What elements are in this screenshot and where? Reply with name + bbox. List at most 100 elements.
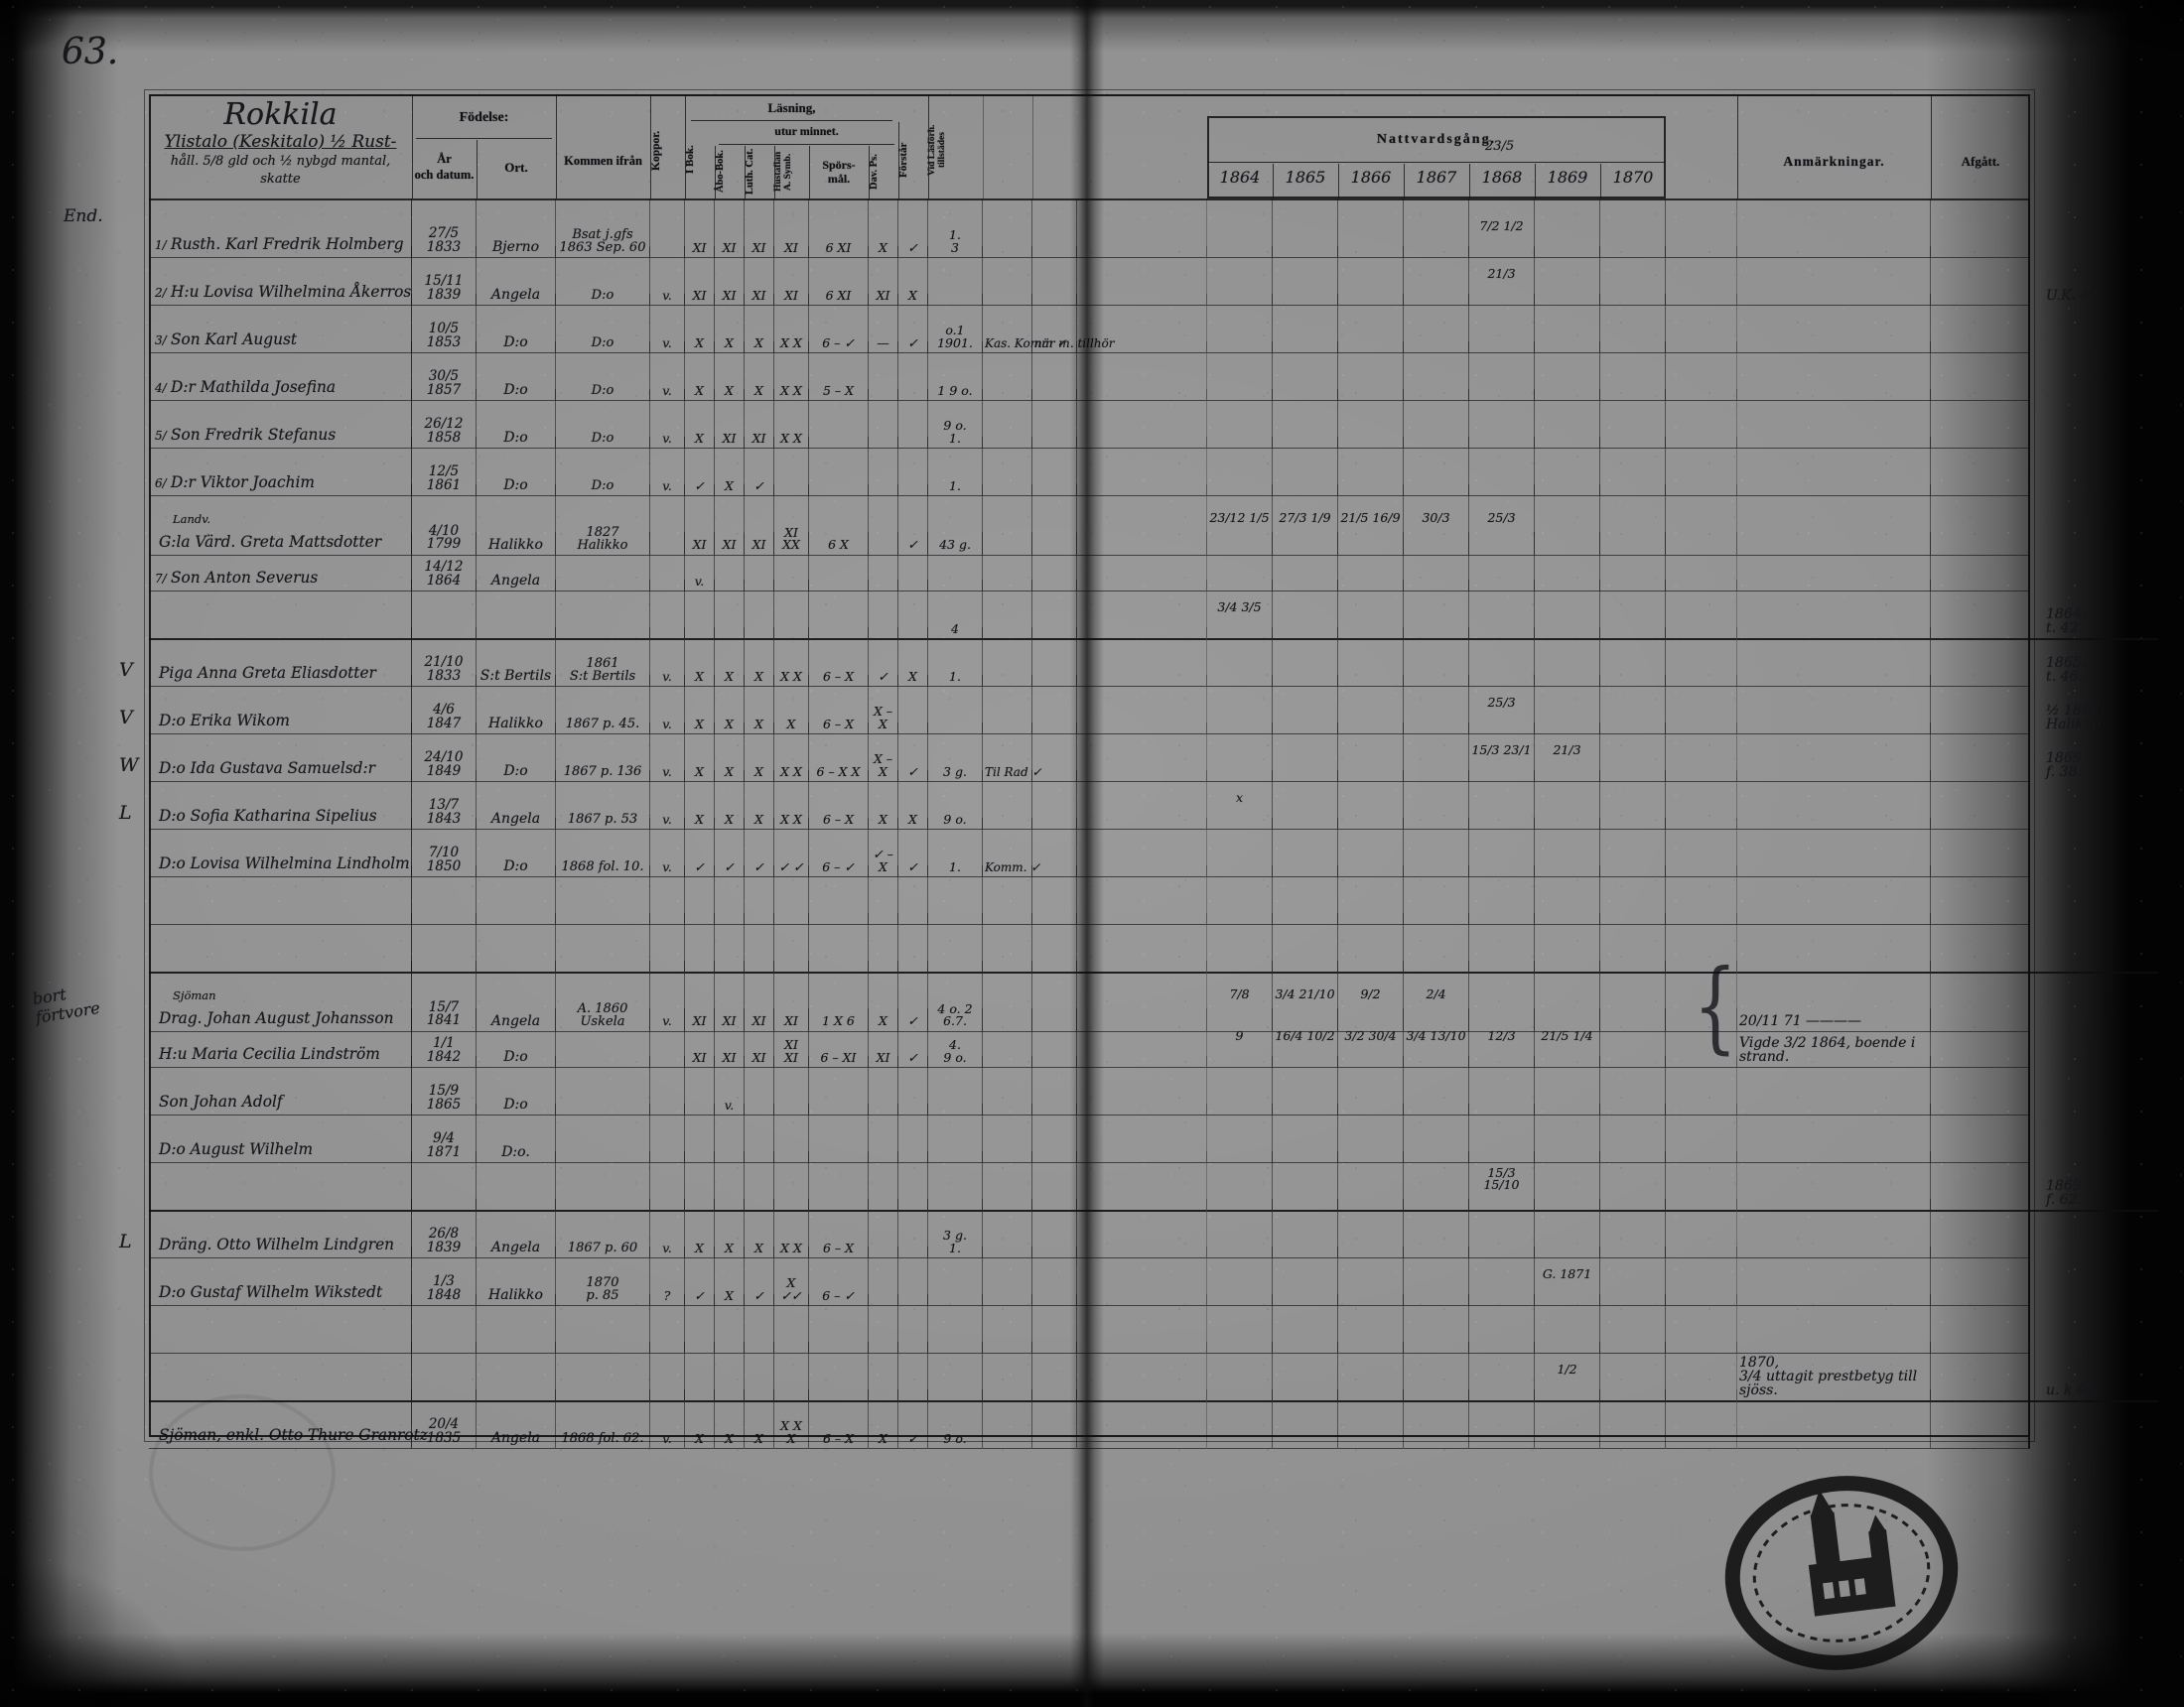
cell-birth-place: Angela (477, 1199, 556, 1258)
cell-understands (898, 389, 928, 449)
table-row: Landv. G:la Värd. Greta Mattsdotter 4/10… (149, 484, 2159, 556)
cell-attendance: 1 9 o. (928, 341, 983, 401)
name-prefix: Sjöman (173, 988, 216, 1002)
cell-attendance (928, 1294, 983, 1354)
church-icon (1808, 1490, 1896, 1617)
cell-understands: X (898, 770, 928, 830)
cell-reading-luth (745, 1294, 774, 1354)
cell-communion-1866 (1338, 865, 1404, 925)
cell-attendance: 4 (928, 580, 983, 640)
cell-came-from (556, 1151, 650, 1212)
cell-reading-luth: X (745, 1199, 774, 1258)
cell-communion-1865: 3/4 21/10 (1273, 961, 1338, 1032)
cell-name: Sjöman Drag. Johan August Johansson (149, 961, 412, 1032)
margin-letter: W (119, 754, 139, 776)
cell-gap (1666, 532, 1737, 591)
cell-remarks: Vigde 3/2 1864, boende i strand. (1737, 1008, 1931, 1068)
table-row: 1/Rusth. Karl Fredrik Holmberg 27/5 1833… (149, 198, 2159, 258)
cell-communion-1868 (1469, 1056, 1535, 1116)
cell-came-from: 1868 fol. 10. (556, 818, 650, 877)
cell-attendance: 3 g. 1. (928, 1199, 983, 1258)
cell-came-from (556, 1056, 650, 1116)
cell-gap (1666, 865, 1737, 925)
cell-attendance: 9 o. 1. (928, 389, 983, 449)
cell-communion-1865 (1273, 389, 1338, 449)
table-row (149, 913, 2159, 974)
cell-birth-place: Halikko (477, 1247, 556, 1306)
cell-reading-hustafla (774, 1056, 809, 1116)
cell-communion-1868 (1469, 770, 1535, 830)
cell-communion-1869 (1535, 341, 1600, 401)
cell-lead (1092, 913, 1207, 974)
cell-smallpox: ? (650, 1247, 685, 1306)
cell-communion-1865 (1273, 246, 1338, 306)
cell-came-from: 1867 p. 53 (556, 770, 650, 830)
cell-communion-1869: 21/5 1/4 (1535, 1008, 1600, 1068)
cell-reading-luth: X (745, 627, 774, 687)
cell-name (149, 1151, 412, 1212)
cell-attendance: 1. 3 (928, 198, 983, 258)
cell-psalms: X – X (869, 675, 898, 734)
cell-psalms (869, 484, 898, 556)
margin-letter: L (119, 1231, 132, 1252)
cell-smallpox: v. (650, 722, 685, 782)
cell-gap (1666, 818, 1737, 877)
cell-came-from: D:o (556, 246, 650, 306)
cell-smallpox: v. (650, 770, 685, 830)
cell-birth-date: 21/10 1833 (412, 627, 477, 687)
cell-birth-date: 1/1 1842 (412, 1008, 477, 1068)
cell-questions: 6 – X (809, 1389, 869, 1449)
cell-remarks (1737, 341, 1931, 401)
margin-letter: V (119, 707, 133, 728)
cell-reading-book: X (685, 627, 715, 687)
cell-communion-1865 (1273, 1151, 1338, 1212)
cell-gap (1666, 1056, 1737, 1116)
cell-communion-1869 (1535, 1294, 1600, 1354)
table-row: 6/D:r Viktor Joachim 12/5 1861 D:o D:o v… (149, 437, 2159, 496)
cell-lead (1092, 1247, 1207, 1306)
cell-note-1 (983, 865, 1032, 925)
cell-communion-1865 (1273, 294, 1338, 353)
cell-communion-1864 (1207, 865, 1273, 925)
cell-communion-1867 (1404, 722, 1469, 782)
cell-understands (898, 1342, 928, 1402)
cell-communion-1864: 3/4 3/5 (1207, 580, 1273, 640)
cell-remarks: 20/11 71 ———— (1737, 961, 1931, 1032)
cell-communion-1867 (1404, 1294, 1469, 1354)
cell-psalms (869, 532, 898, 591)
cell-reading-hustafla: X X X (774, 1389, 809, 1449)
cell-lead (1092, 198, 1207, 258)
cell-questions (809, 1104, 869, 1163)
cell-note-1 (983, 580, 1032, 640)
cell-name: 5/Son Fredrik Stefanus (149, 389, 412, 449)
cell-communion-1869: 21/3 (1535, 722, 1600, 782)
cell-communion-1868 (1469, 1247, 1535, 1306)
cell-communion-1864 (1207, 1389, 1273, 1449)
cell-communion-1867 (1404, 1104, 1469, 1163)
cell-communion-1867 (1404, 198, 1469, 258)
cell-reading-hustafla (774, 437, 809, 496)
cell-communion-1870 (1600, 1247, 1666, 1306)
cell-gap (1666, 580, 1737, 640)
cell-communion-1870 (1600, 770, 1666, 830)
cell-reading-hustafla (774, 1104, 809, 1163)
person-name: Piga Anna Greta Eliasdotter (159, 663, 376, 682)
cell-communion-1866 (1338, 341, 1404, 401)
person-name: D:o August Wilhelm (159, 1139, 314, 1158)
cell-note-1 (983, 198, 1032, 258)
cell-came-from (556, 865, 650, 925)
cell-came-from: D:o (556, 294, 650, 353)
cell-communion-1865: 27/3 1/9 (1273, 484, 1338, 556)
cell-reading-abo: v. (715, 1056, 745, 1116)
cell-communion-1868 (1469, 913, 1535, 974)
cell-smallpox: v. (650, 246, 685, 306)
cell-communion-1870 (1600, 1056, 1666, 1116)
cell-communion-1865 (1273, 818, 1338, 877)
cell-communion-1870 (1600, 1151, 1666, 1212)
cell-reading-abo: X (715, 437, 745, 496)
cell-smallpox (650, 1056, 685, 1116)
table-row: H:u Maria Cecilia Lindström 1/1 1842 D:o… (149, 1008, 2159, 1068)
cell-reading-luth: XI (745, 246, 774, 306)
cell-attendance: 1. (928, 437, 983, 496)
cell-communion-1869 (1535, 770, 1600, 830)
